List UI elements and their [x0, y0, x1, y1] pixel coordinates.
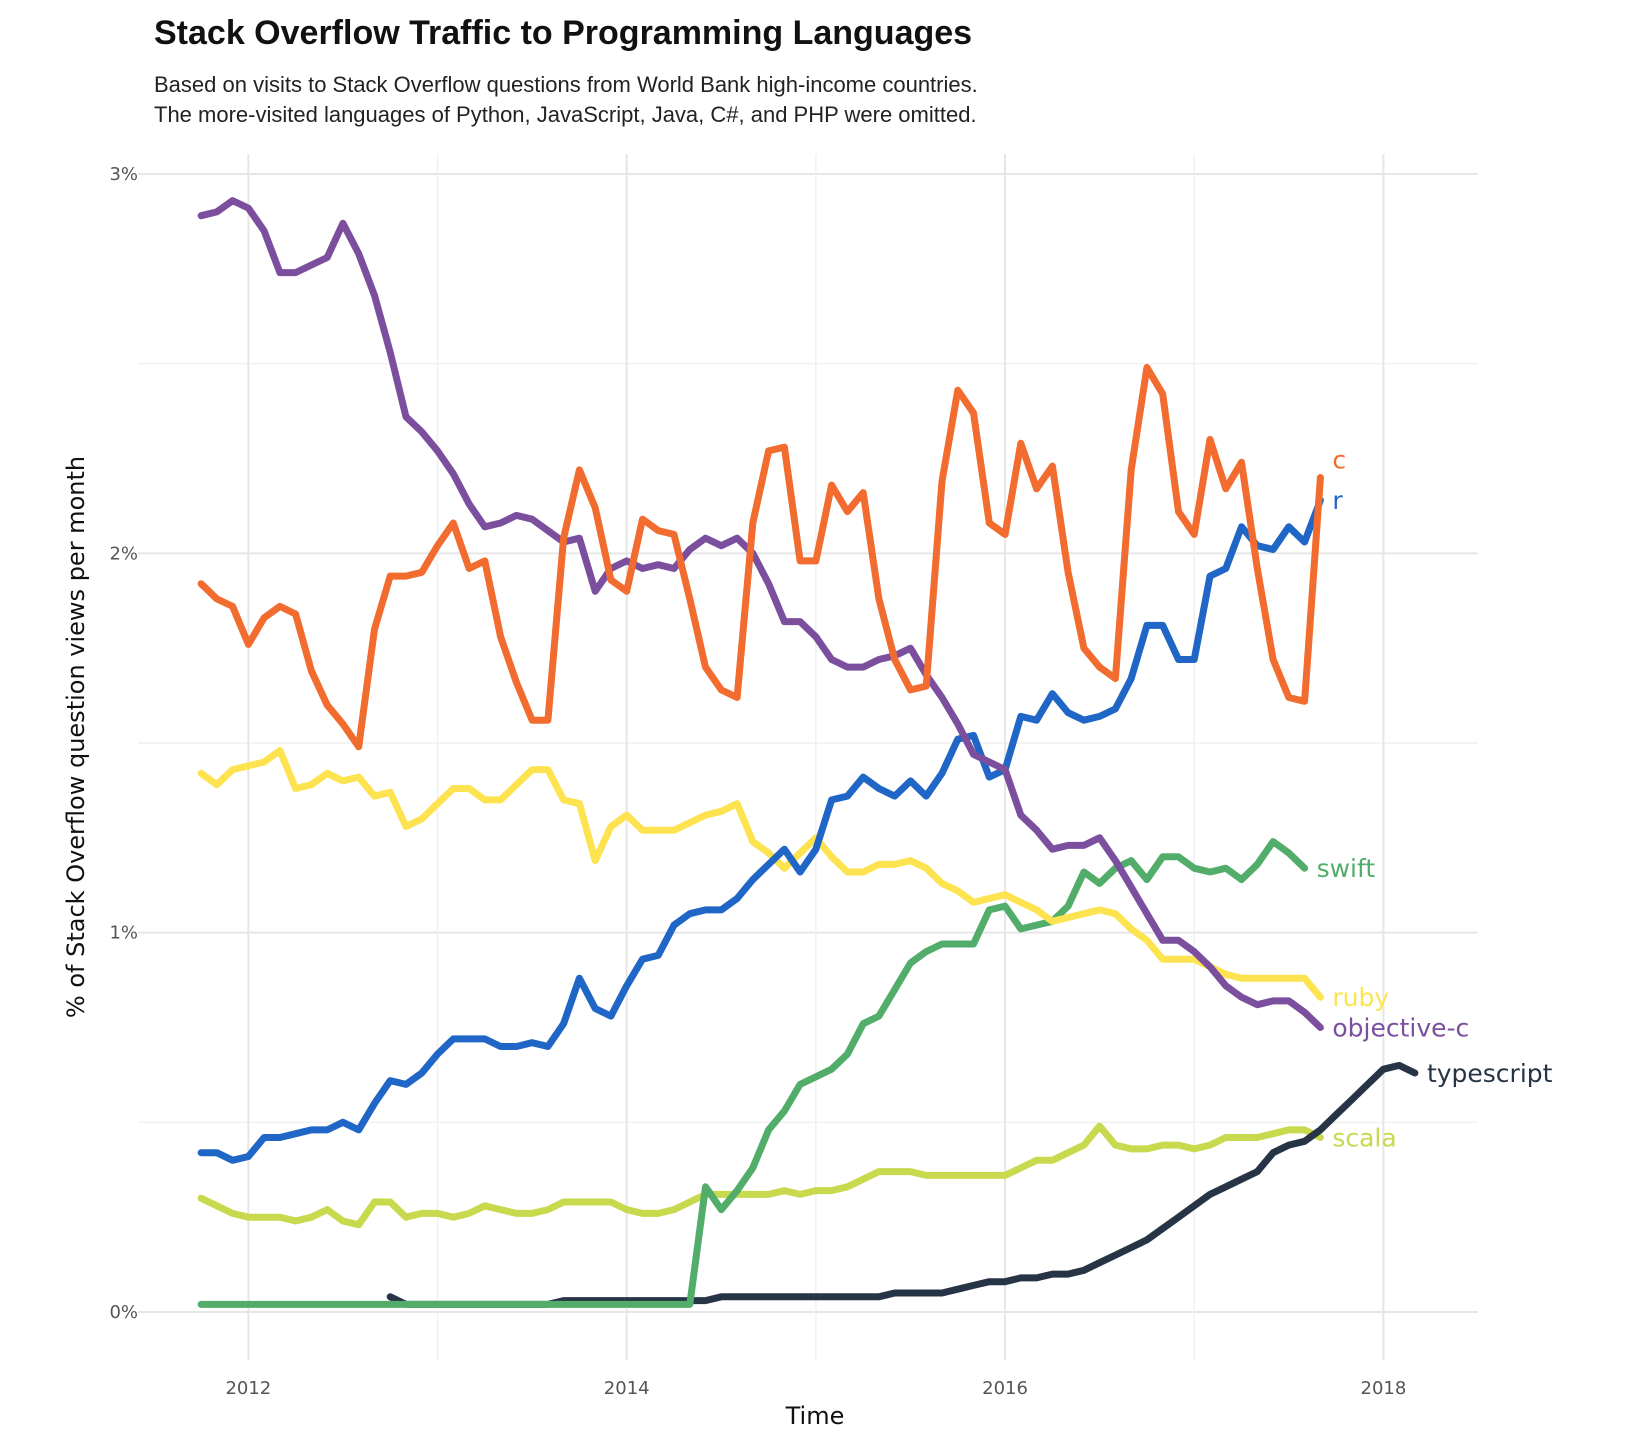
series-lines [197, 197, 1419, 1308]
series-line-c [197, 364, 1324, 751]
x-axis-title: Time [785, 1402, 845, 1430]
series-label-c: c [1332, 445, 1346, 474]
series-line-r [197, 496, 1324, 1164]
grid [138, 154, 1478, 1360]
series-label-objective-c: objective-c [1332, 1014, 1469, 1043]
x-tick-label: 2016 [982, 1378, 1028, 1399]
series-label-ruby: ruby [1332, 983, 1389, 1012]
y-tick-label: 0% [109, 1302, 138, 1323]
subtitle-line-1: Based on visits to Stack Overflow questi… [154, 72, 978, 97]
series-line-typescript [386, 1061, 1419, 1308]
x-tick-label: 2012 [225, 1378, 271, 1399]
chart-subtitle: Based on visits to Stack Overflow questi… [154, 70, 978, 130]
series-line-swift [197, 838, 1309, 1308]
series-label-r: r [1332, 486, 1343, 515]
x-tick-label: 2014 [604, 1378, 650, 1399]
y-axis-ticks: 0% 1% 2% 3% [109, 164, 138, 1323]
y-tick-label: 3% [109, 164, 138, 185]
y-axis-title: % of Stack Overflow question views per m… [62, 456, 90, 1018]
series-line-objective-c [197, 197, 1324, 1031]
series-line-scala [197, 1122, 1324, 1229]
series-label-typescript: typescript [1427, 1059, 1553, 1088]
subtitle-line-2: The more-visited languages of Python, Ja… [154, 102, 977, 127]
chart-title: Stack Overflow Traffic to Programming La… [154, 14, 973, 52]
x-tick-label: 2018 [1361, 1378, 1407, 1399]
series-label-scala: scala [1332, 1124, 1396, 1153]
x-axis-ticks: 2012 2014 2016 2018 [225, 1378, 1406, 1399]
y-tick-label: 1% [109, 923, 138, 944]
series-labels: cr objective-c swift ruby typescript scala [1317, 445, 1553, 1152]
series-label-swift: swift [1317, 854, 1376, 883]
y-tick-label: 2% [109, 543, 138, 564]
series-line-ruby [197, 747, 1324, 1001]
